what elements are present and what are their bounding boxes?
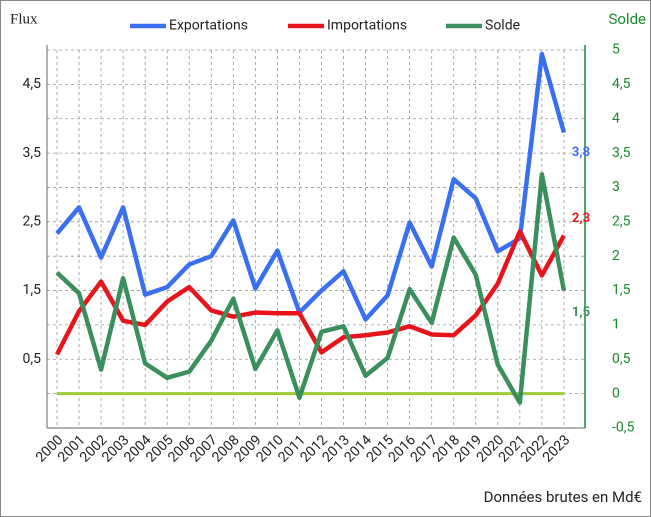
y2-tick-label: 5 [612,42,620,58]
y2-tick-label: 4,5 [612,76,631,92]
y2-tick-label: 3,5 [612,145,631,161]
y2-tick-label: 2 [612,248,620,264]
y2-tick-label: -0,5 [612,420,634,436]
y2-axis-title: Solde [608,10,646,28]
series-line [54,229,566,356]
y-axis-title: Flux [10,11,38,27]
y-tick-label: 0,5 [23,351,42,367]
y-tick-label: 3,5 [23,145,42,161]
y2-tick-label: 1 [612,317,620,333]
y2-tick-label: 3 [612,179,620,195]
legend-label: Solde [485,18,520,34]
value-label: 1,5 [572,305,590,320]
value-label: 2,3 [572,211,590,226]
y2-tick-label: 2,5 [612,214,631,230]
series-line [55,51,567,322]
y2-tick-label: 0 [612,385,620,401]
y2-tick-label: 4 [612,110,620,126]
y-tick-label: 4,5 [23,76,42,92]
footer-note: Données brutes en Md€ [484,488,642,506]
series-line [55,172,567,405]
legend-label: Importations [327,18,407,34]
legend-label: Exportations [169,18,248,34]
y2-tick-label: 0,5 [612,351,631,367]
y2-tick-label: 1,5 [612,282,631,298]
y-tick-label: 2,5 [23,214,42,230]
y-tick-label: 1,5 [23,282,42,298]
value-label: 3,8 [572,145,590,160]
